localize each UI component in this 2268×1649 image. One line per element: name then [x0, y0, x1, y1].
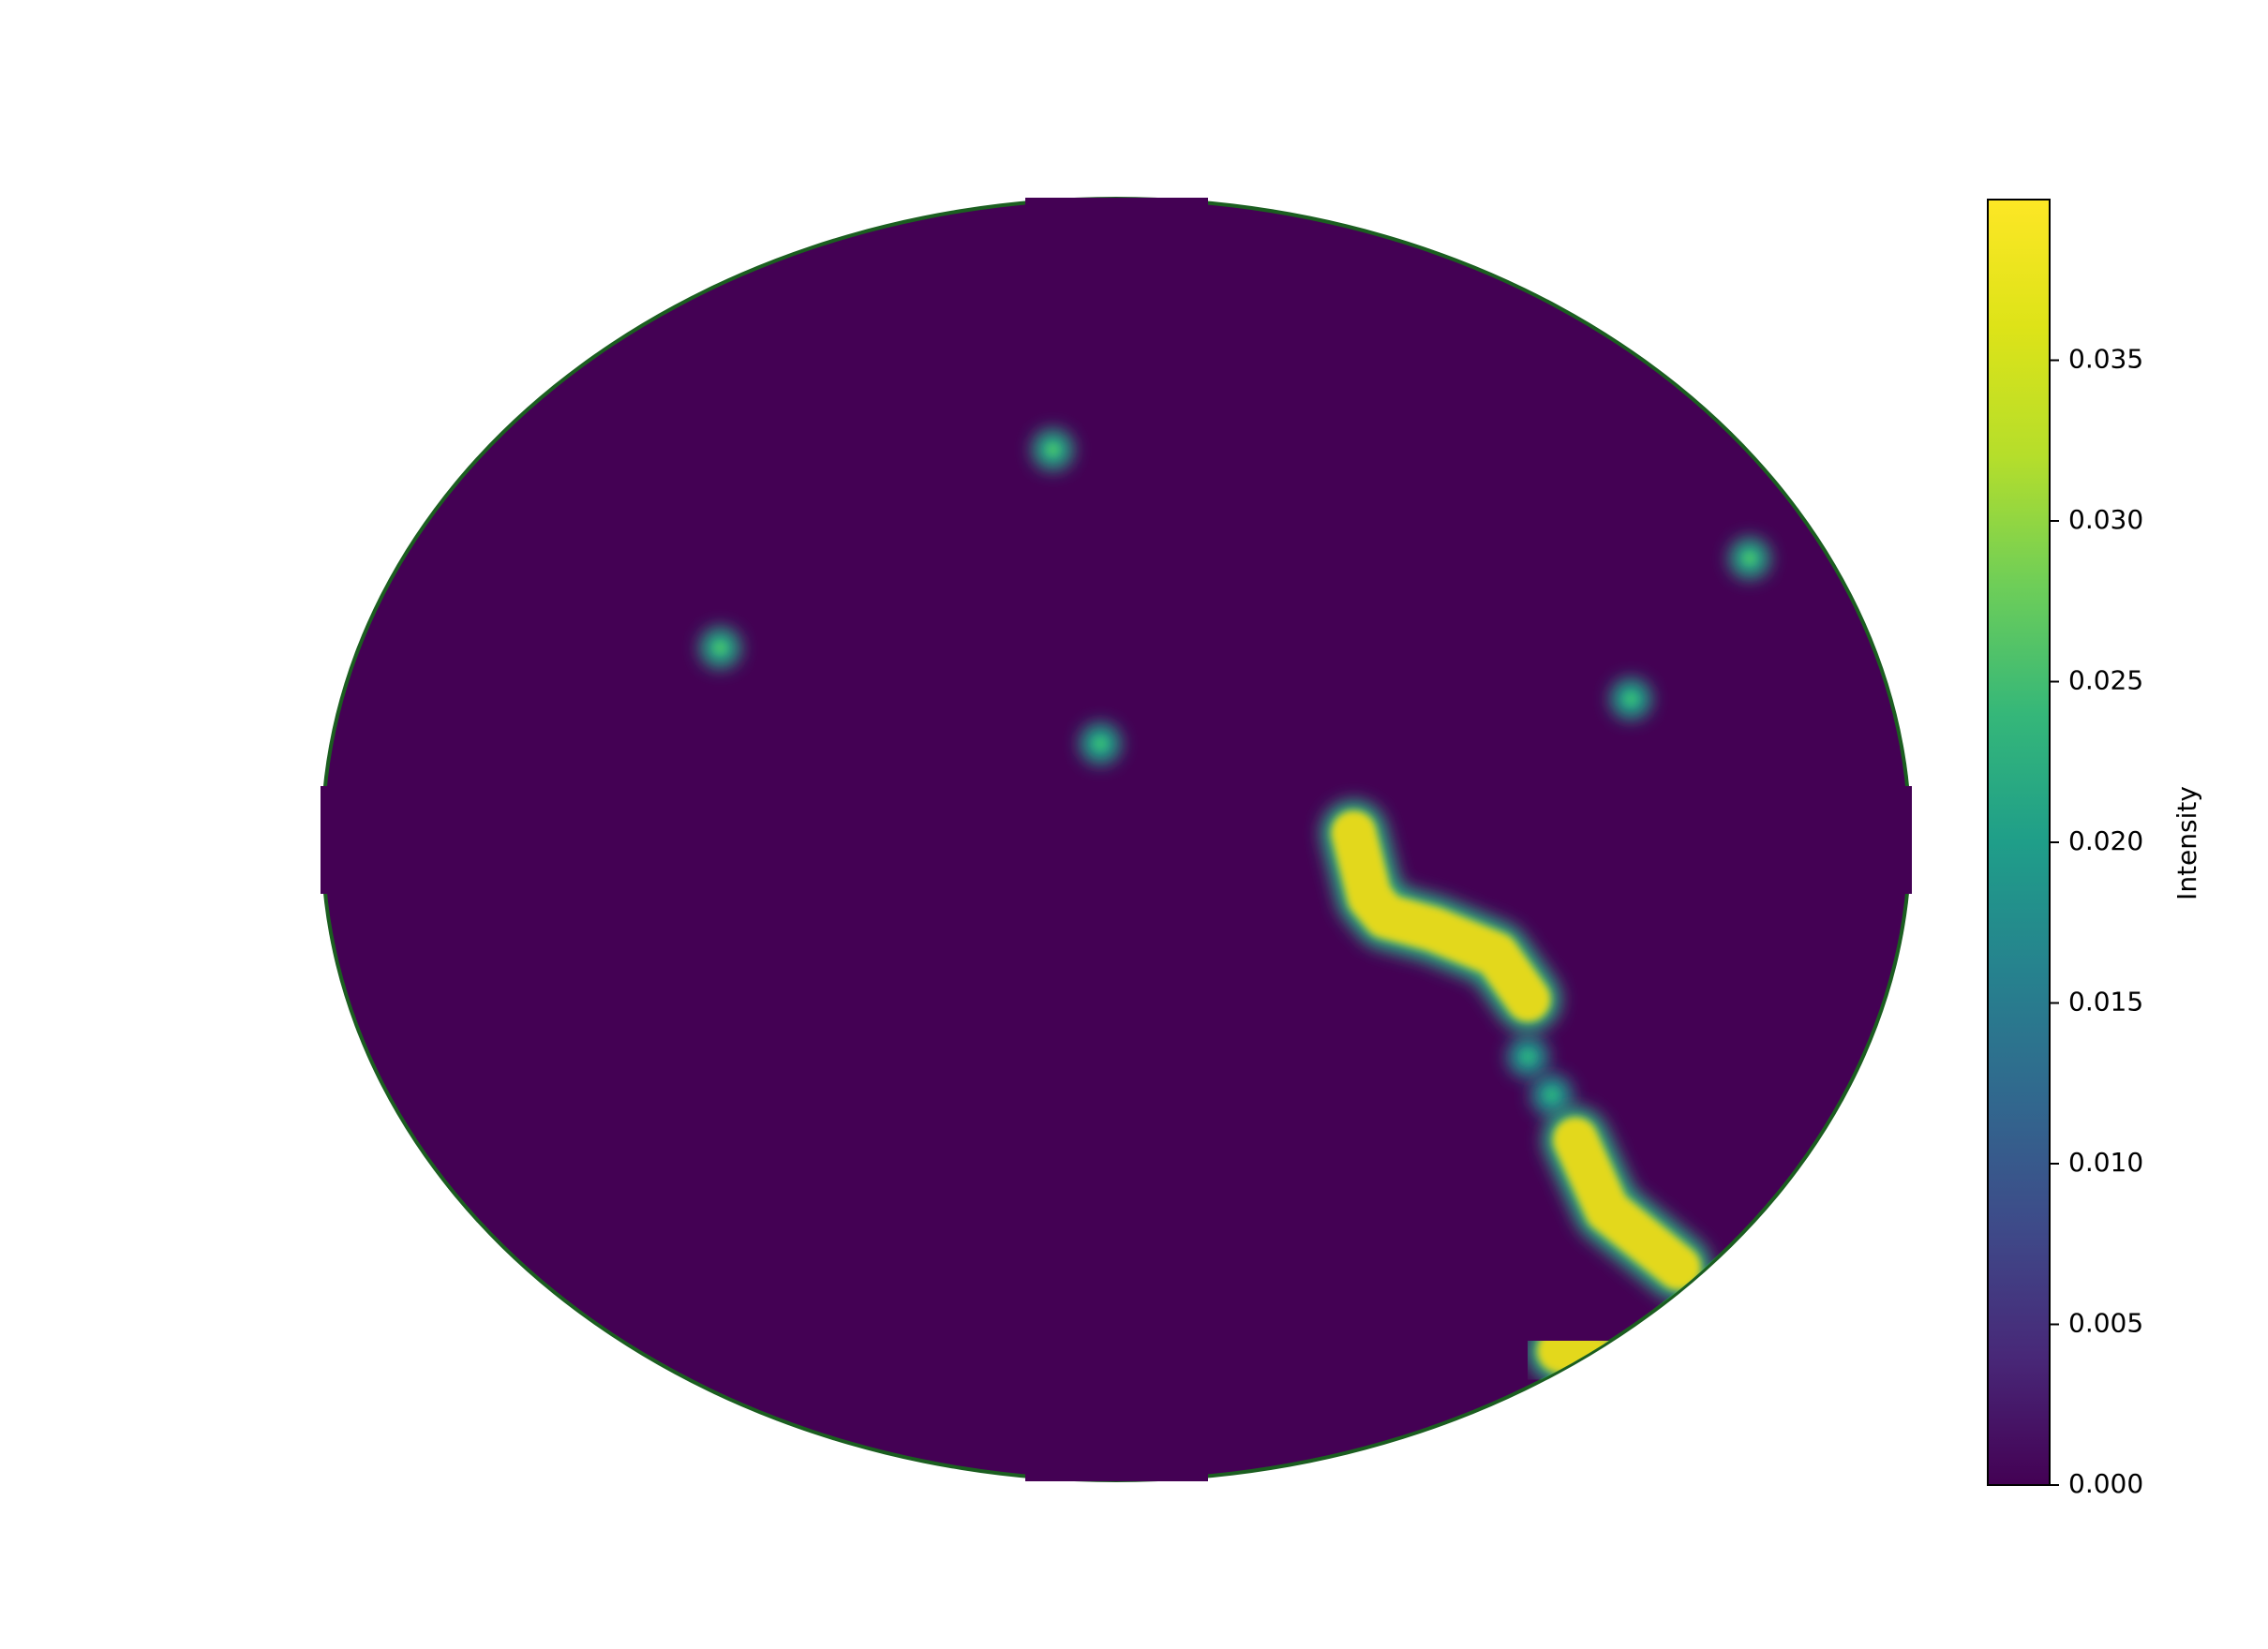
edge-patch-bottom — [1025, 1463, 1208, 1481]
colorbar-tick-label: 0.020 — [2068, 825, 2143, 856]
ridge — [1553, 1117, 1701, 1290]
hotspot — [1743, 551, 1756, 565]
colorbar-label: Intensity — [2171, 786, 2202, 900]
colorbar-tick-label: 0.015 — [2068, 987, 2143, 1018]
colorbar-tick-label: 0.035 — [2068, 344, 2143, 375]
ridge — [1331, 810, 1551, 1022]
region-fill — [324, 201, 1908, 1478]
hotspot — [713, 641, 727, 655]
hotspot — [1624, 691, 1638, 706]
hotspot — [1521, 1049, 1535, 1063]
hotspot-layer — [699, 428, 1770, 1404]
colorbar: 0.000 0.005 0.010 0.015 0.020 0.025 0.030 0.035… — [1987, 199, 2202, 1499]
hotspot — [1046, 442, 1060, 456]
colorbar-ticks: 0.000 0.005 0.010 0.015 0.020 0.025 0.030 0.035 — [2050, 344, 2143, 1499]
colorbar-tick-label: 0.010 — [2068, 1147, 2143, 1178]
hotspot — [1094, 736, 1108, 750]
colorbar-gradient — [1987, 199, 2051, 1486]
edge-patch-left — [321, 786, 337, 894]
colorbar-tick-label: 0.025 — [2068, 665, 2143, 696]
edge-patch-top — [1025, 198, 1208, 216]
colorbar-tick-label: 0.005 — [2068, 1308, 2143, 1339]
colorbar-tick-label: 0.030 — [2068, 504, 2143, 535]
colorbar-tick-label: 0.000 — [2068, 1468, 2143, 1499]
plot-area — [321, 197, 1912, 1482]
edge-patch-right — [1895, 786, 1912, 894]
hotspot — [1544, 1088, 1559, 1102]
